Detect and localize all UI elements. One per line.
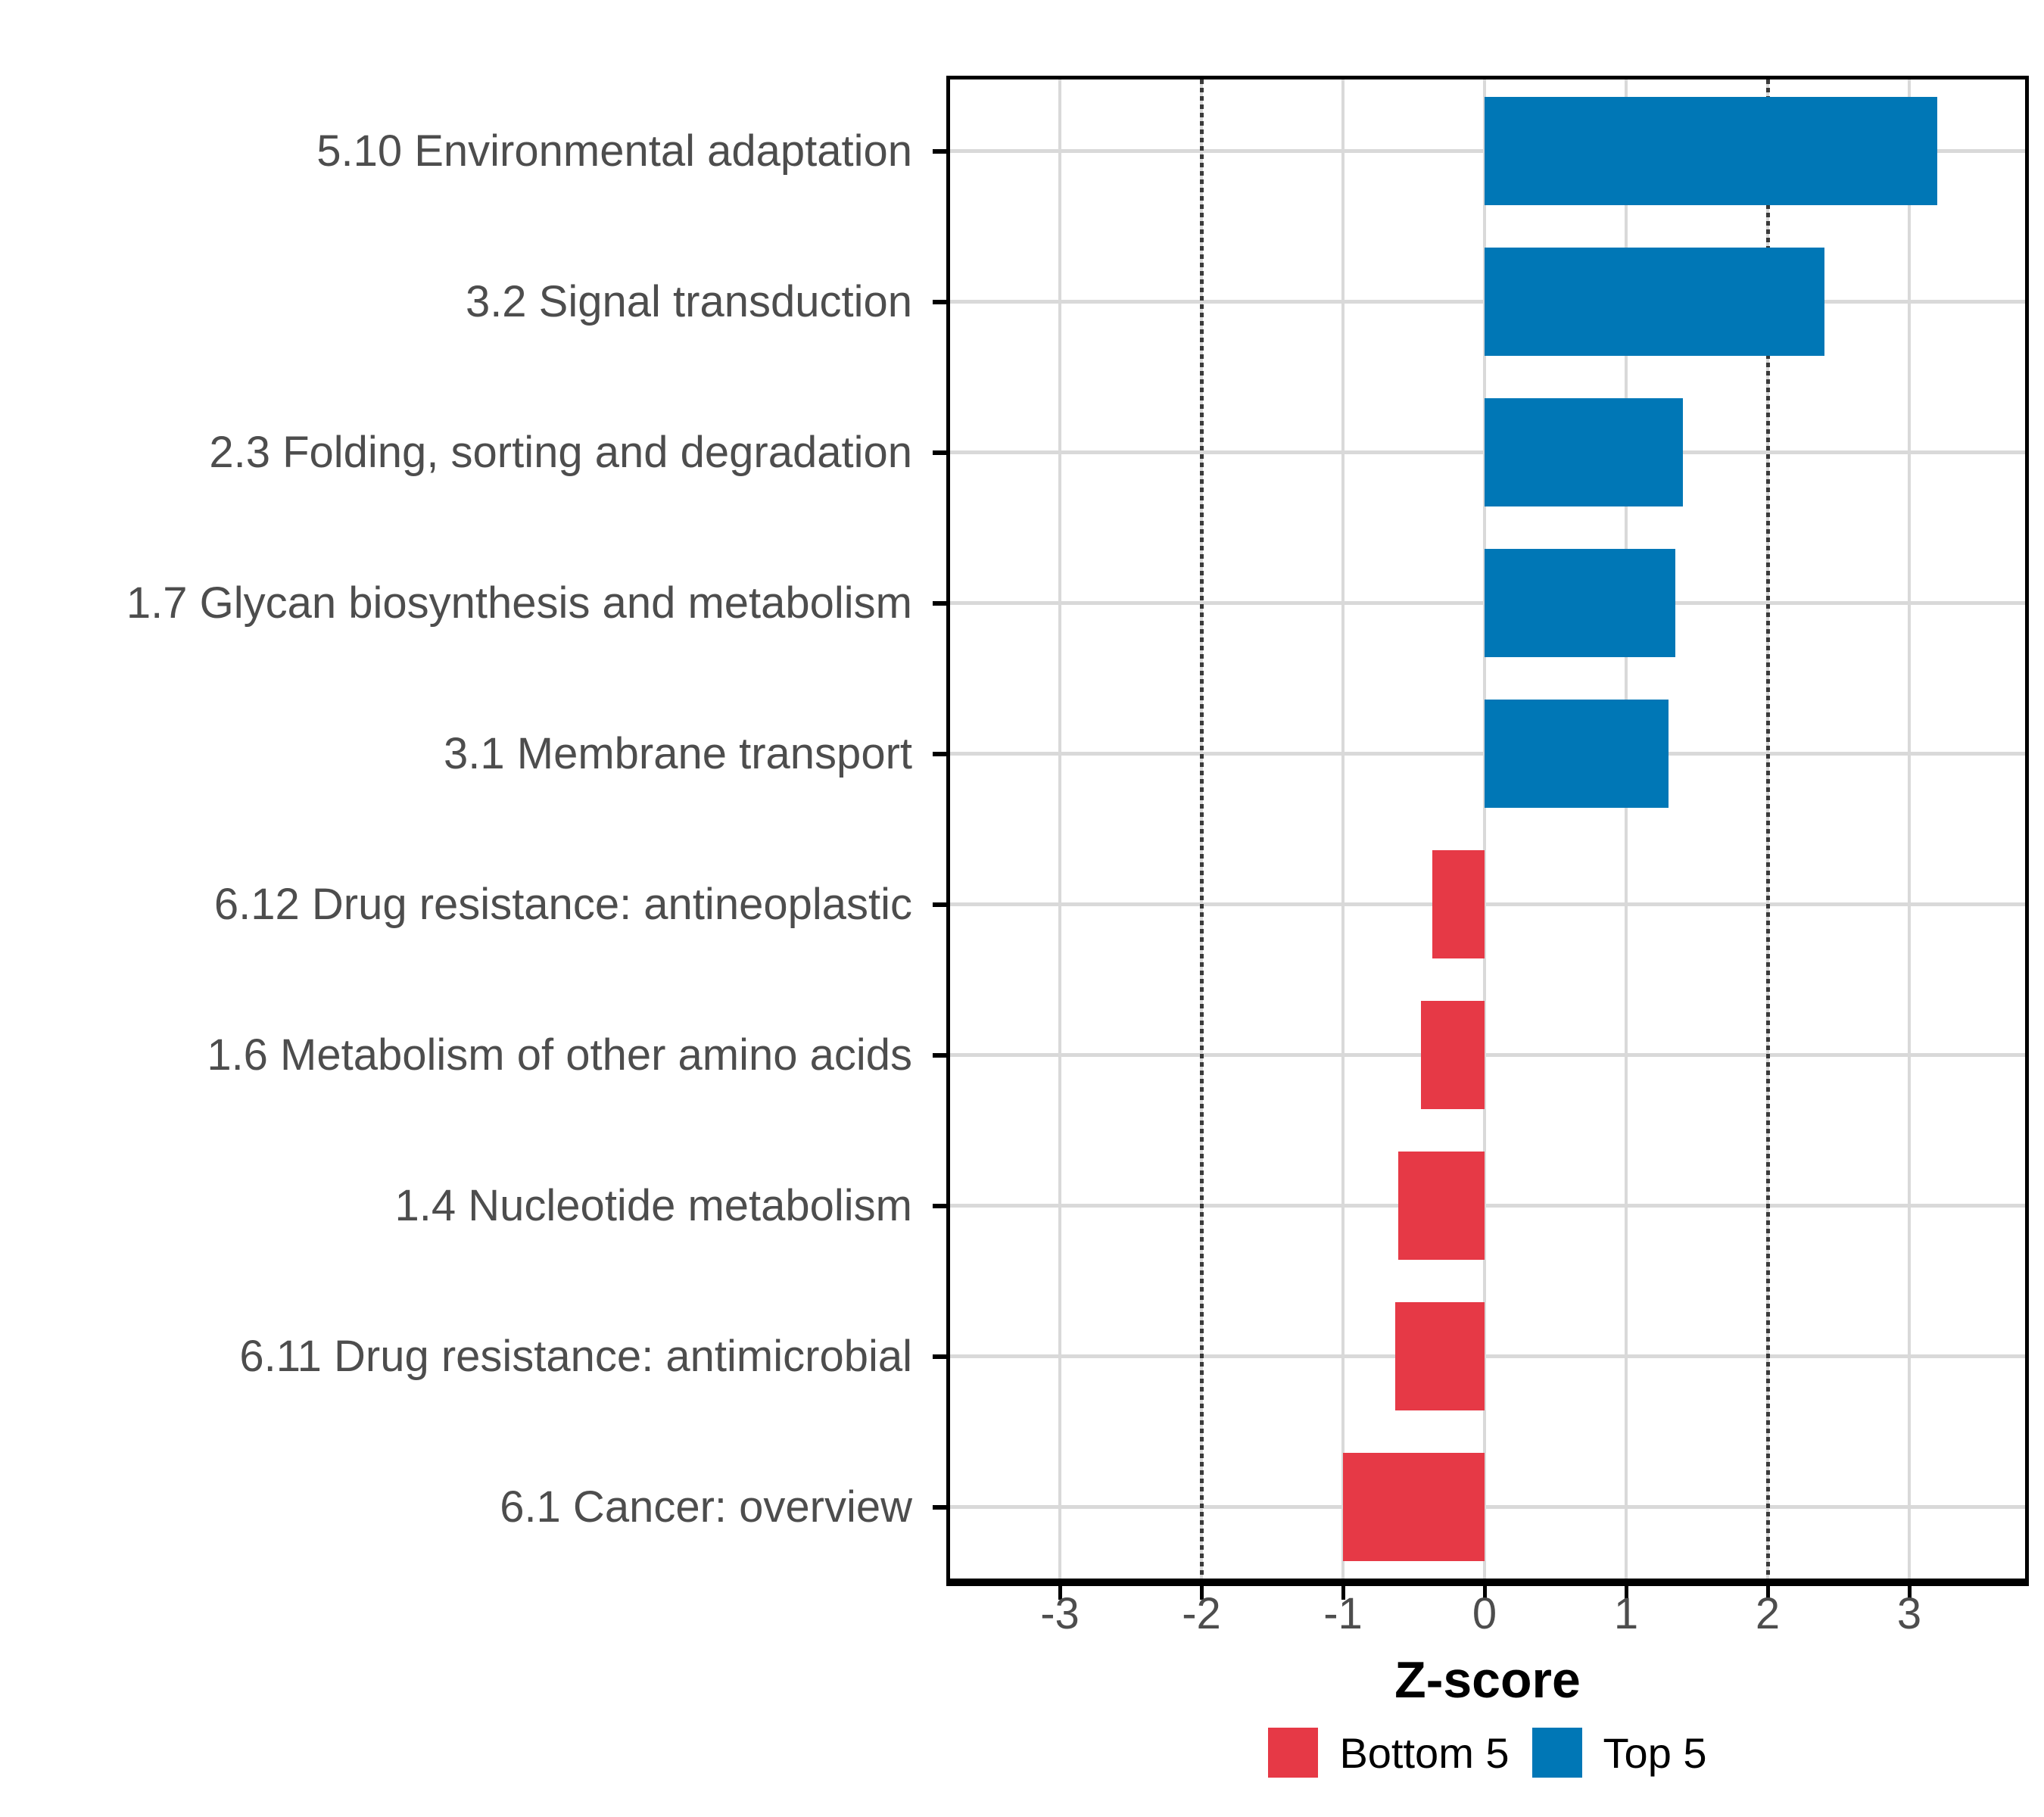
x-tick-label: 1	[1613, 1589, 1639, 1638]
x-tick-mark	[1199, 1585, 1204, 1600]
y-tick-mark	[933, 600, 946, 606]
category-label: 6.11 Drug resistance: antimicrobial	[239, 1331, 912, 1381]
x-tick-mark	[1624, 1585, 1628, 1600]
x-axis-title: Z-score	[1394, 1651, 1581, 1709]
legend-label: Top 5	[1603, 1728, 1707, 1777]
bar-top	[1485, 248, 1824, 356]
category-label: 3.1 Membrane transport	[444, 728, 912, 778]
category-label: 1.6 Metabolism of other amino acids	[207, 1030, 912, 1080]
gridline-vertical	[1908, 79, 1911, 1579]
y-tick-mark	[933, 902, 946, 907]
gridline-horizontal	[950, 1354, 2025, 1358]
bar-bottom	[1420, 1001, 1485, 1109]
y-tick-mark	[933, 1203, 946, 1208]
bar-top	[1485, 549, 1676, 657]
y-tick-mark	[933, 299, 946, 304]
category-label: 5.10 Environmental adaptation	[316, 126, 912, 176]
gridline-vertical	[1483, 79, 1486, 1579]
category-label: 2.3 Folding, sorting and degradation	[209, 427, 912, 477]
legend-item: Top 5	[1531, 1728, 1707, 1778]
gridline-horizontal	[950, 1505, 2025, 1509]
x-tick-label: 2	[1755, 1589, 1781, 1638]
bar-bottom	[1343, 1453, 1485, 1561]
x-tick-mark	[1058, 1585, 1062, 1600]
y-tick-mark	[933, 1504, 946, 1510]
category-label: 6.12 Drug resistance: antineoplastic	[213, 879, 912, 929]
legend-swatch	[1268, 1728, 1319, 1778]
y-tick-mark	[933, 751, 946, 756]
x-tick-mark	[1482, 1585, 1487, 1600]
x-tick-label: -3	[1040, 1589, 1080, 1638]
gridline-vertical	[1058, 79, 1061, 1579]
reference-line-dotted	[1765, 79, 1770, 1579]
x-tick-label: 0	[1472, 1589, 1497, 1638]
gridline-horizontal	[950, 1204, 2025, 1208]
bar-top	[1485, 700, 1669, 808]
x-axis-line	[946, 1581, 2029, 1586]
x-tick-mark	[1341, 1585, 1345, 1600]
y-tick-mark	[933, 450, 946, 455]
bar-bottom	[1395, 1302, 1485, 1410]
bar-top	[1485, 97, 1938, 205]
legend-item: Bottom 5	[1268, 1728, 1510, 1778]
plot-panel	[946, 76, 2029, 1582]
gridline-vertical	[1625, 79, 1628, 1579]
x-tick-label: -1	[1323, 1589, 1363, 1638]
legend: Bottom 5 Top 5	[946, 1728, 2029, 1778]
bar-bottom	[1432, 850, 1485, 958]
x-tick-label: 3	[1896, 1589, 1922, 1638]
category-label: 6.1 Cancer: overview	[500, 1482, 912, 1532]
category-label: 1.7 Glycan biosynthesis and metabolism	[126, 578, 912, 628]
gridline-vertical	[1341, 79, 1344, 1579]
y-tick-mark	[933, 148, 946, 154]
legend-swatch	[1531, 1728, 1582, 1778]
x-tick-mark	[1907, 1585, 1912, 1600]
category-label: 3.2 Signal transduction	[465, 276, 912, 326]
reference-line-dotted	[1199, 79, 1204, 1579]
category-label: 1.4 Nucleotide metabolism	[394, 1180, 912, 1230]
gridline-horizontal	[950, 1053, 2025, 1057]
x-tick-mark	[1765, 1585, 1770, 1600]
x-tick-label: -2	[1182, 1589, 1221, 1638]
y-tick-mark	[933, 1052, 946, 1058]
bar-bottom	[1397, 1152, 1485, 1260]
y-tick-mark	[933, 1354, 946, 1359]
legend-label: Bottom 5	[1339, 1728, 1510, 1777]
gridline-horizontal	[950, 902, 2025, 906]
bar-top	[1485, 398, 1683, 506]
